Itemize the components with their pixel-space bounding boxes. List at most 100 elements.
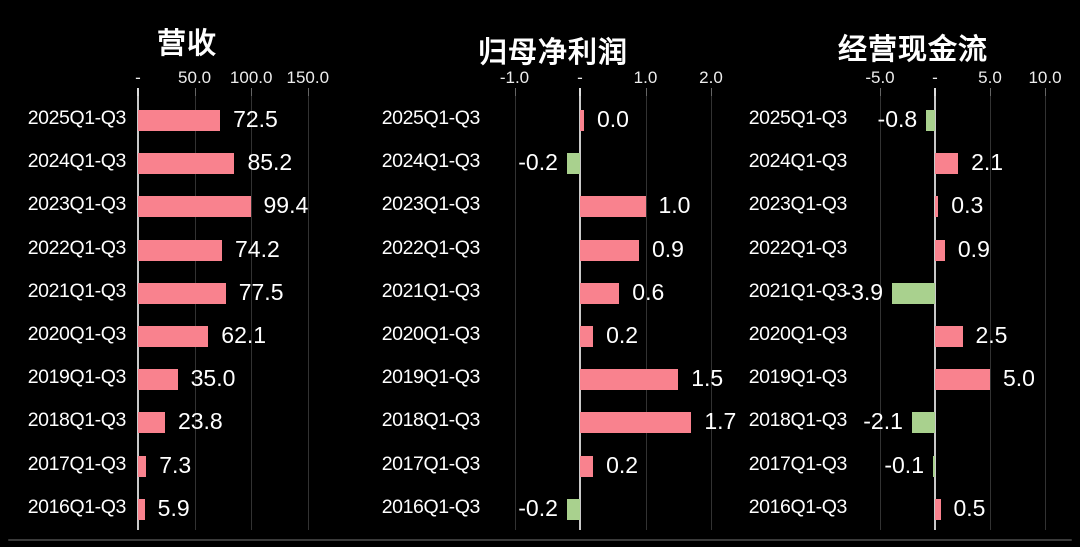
positive-bar [138, 498, 145, 520]
category-label: 2023Q1-Q3 [27, 193, 127, 216]
axis-tick-mark [579, 88, 581, 96]
positive-bar [138, 239, 222, 261]
positive-bar [580, 282, 620, 304]
value-label: 0.2 [606, 322, 639, 348]
axis-tick-mark [137, 88, 139, 96]
positive-bar [935, 326, 963, 347]
axis-tick-label: - [577, 68, 583, 87]
category-label: 2016Q1-Q3 [381, 495, 481, 518]
category-label: 2018Q1-Q3 [748, 409, 848, 432]
value-label: 62.1 [221, 322, 267, 348]
value-label: 7.3 [159, 451, 192, 478]
category-label: 2021Q1-Q3 [748, 279, 848, 302]
positive-bar [935, 196, 939, 218]
axis-tick-label: -5.0 [865, 68, 895, 87]
axis-tick-mark [934, 88, 936, 96]
zero-axis-line [579, 96, 581, 530]
chart-title-revenue: 营收 [156, 28, 218, 60]
gridline [645, 96, 647, 530]
positive-bar [580, 110, 584, 131]
positive-bar [580, 455, 594, 477]
positive-bar [580, 326, 594, 347]
gridline [880, 96, 881, 530]
value-label: 85.2 [247, 149, 293, 176]
axis-tick-label: 50.0 [178, 68, 212, 87]
value-label: 0.9 [957, 235, 990, 262]
positive-bar [138, 369, 178, 391]
gridline [194, 96, 196, 530]
category-label: 2017Q1-Q3 [27, 452, 127, 475]
value-label: 1.0 [658, 192, 691, 219]
category-label: 2025Q1-Q3 [27, 107, 127, 129]
category-label: 2025Q1-Q3 [381, 107, 481, 129]
category-label: 2024Q1-Q3 [27, 150, 127, 173]
positive-bar [580, 412, 692, 434]
axis-tick-mark [990, 88, 991, 96]
category-label: 2021Q1-Q3 [27, 279, 127, 302]
value-label: 77.5 [238, 278, 284, 305]
axis-tick-label: 5.0 [978, 68, 1002, 87]
bottom-divider [8, 539, 1072, 541]
category-label: 2021Q1-Q3 [381, 279, 481, 302]
negative-bar [926, 110, 935, 131]
value-label: -0.2 [518, 494, 558, 521]
axis-tick-mark [711, 88, 712, 96]
axis-tick-label: - [932, 68, 938, 87]
value-label: 0.0 [597, 106, 629, 132]
axis-tick-label: - [135, 68, 141, 87]
axis-tick-mark [880, 88, 881, 96]
axis-tick-mark [251, 88, 253, 96]
positive-bar [935, 239, 945, 261]
value-label: 0.3 [951, 192, 984, 219]
category-label: 2025Q1-Q3 [748, 107, 848, 129]
value-label: 0.6 [632, 278, 665, 305]
axis-tick-mark [645, 88, 647, 96]
category-label: 2023Q1-Q3 [381, 193, 481, 216]
axis-tick-label: 2.0 [699, 68, 723, 87]
category-label: 2024Q1-Q3 [748, 150, 848, 173]
axis-tick-label: 1.0 [633, 68, 658, 87]
value-label: 72.5 [233, 106, 278, 132]
positive-bar [138, 153, 235, 175]
positive-bar [935, 498, 941, 520]
value-label: 74.2 [234, 235, 280, 262]
positive-bar [935, 369, 990, 391]
category-label: 2023Q1-Q3 [748, 193, 848, 216]
value-label: -2.1 [863, 408, 903, 435]
negative-bar [566, 153, 580, 175]
value-label: 2.5 [975, 322, 1008, 348]
positive-bar [138, 110, 221, 131]
negative-bar [911, 412, 935, 434]
category-label: 2024Q1-Q3 [381, 150, 481, 173]
axis-tick-label: 100.0 [229, 68, 273, 87]
category-label: 2016Q1-Q3 [748, 495, 848, 518]
category-label: 2022Q1-Q3 [27, 236, 127, 259]
category-label: 2017Q1-Q3 [748, 452, 848, 475]
gridline [307, 96, 309, 530]
chart-title-operating-cash-flow: 经营现金流 [837, 34, 989, 66]
positive-bar [580, 239, 639, 261]
category-label: 2020Q1-Q3 [27, 323, 127, 345]
negative-bar [566, 498, 580, 520]
gridline [1045, 96, 1046, 530]
value-label: 1.5 [691, 365, 724, 392]
positive-bar [580, 369, 679, 391]
axis-tick-mark [514, 88, 516, 96]
value-label: 2.1 [971, 149, 1004, 176]
axis-tick-mark [307, 88, 309, 96]
value-label: 1.7 [704, 408, 737, 435]
value-label: 5.0 [1003, 365, 1035, 392]
category-label: 2019Q1-Q3 [748, 366, 848, 389]
category-label: 2020Q1-Q3 [381, 323, 481, 345]
category-label: 2017Q1-Q3 [381, 452, 481, 475]
positive-bar [935, 153, 959, 175]
value-label: 5.9 [157, 494, 190, 521]
axis-tick-mark [194, 88, 196, 96]
positive-bar [138, 326, 209, 347]
gridline [711, 96, 712, 530]
category-label: 2019Q1-Q3 [381, 366, 481, 389]
value-label: -0.8 [877, 106, 918, 132]
category-label: 2016Q1-Q3 [27, 495, 127, 518]
category-label: 2018Q1-Q3 [381, 409, 481, 432]
